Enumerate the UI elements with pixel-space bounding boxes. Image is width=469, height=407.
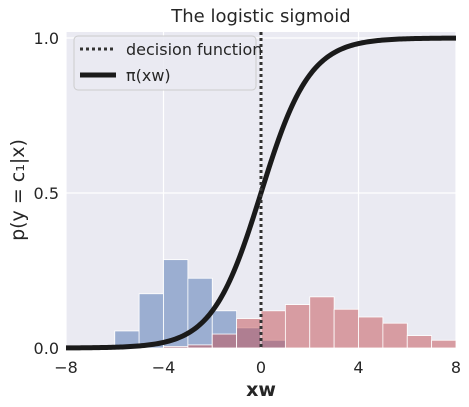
histogram-bar xyxy=(431,339,457,349)
sigmoid-curve xyxy=(65,35,457,351)
x-tick-label: 4 xyxy=(353,358,363,377)
x-tick-label: 8 xyxy=(451,358,461,377)
chart-title: The logistic sigmoid xyxy=(170,6,350,27)
y-tick-label: 0.5 xyxy=(34,184,59,203)
x-tick-label: −4 xyxy=(152,358,176,377)
y-axis-label-group: p(y = c₁|x) xyxy=(7,139,29,241)
y-tick-label: 0.0 xyxy=(34,339,59,358)
histogram-bar xyxy=(406,335,433,349)
histogram-bar xyxy=(284,304,311,349)
x-tick-label: 0 xyxy=(256,358,266,377)
histogram-bar xyxy=(163,346,189,349)
histogram-bar xyxy=(333,308,359,349)
legend-label: π(xw) xyxy=(126,66,171,85)
histogram-bar xyxy=(309,296,335,349)
histogram-bar xyxy=(236,318,262,349)
axes: −8 −4 0 4 8 0.0 0.5 1.0 xyxy=(34,29,462,377)
legend: decision function π(xw) xyxy=(73,35,262,91)
histogram-bar xyxy=(260,310,286,349)
histogram-bar xyxy=(211,333,238,349)
y-axis-label: p(y = c₁|x) xyxy=(7,139,29,241)
histograms xyxy=(114,259,457,349)
x-tick-label: −8 xyxy=(54,358,78,377)
histogram-bar xyxy=(382,322,408,349)
legend-box xyxy=(73,35,257,91)
legend-label: decision function xyxy=(126,40,262,59)
histogram-bar xyxy=(138,293,164,349)
histogram-bar xyxy=(187,344,213,349)
y-tick-label: 1.0 xyxy=(34,29,59,48)
lines xyxy=(65,32,457,351)
x-axis-label: xw xyxy=(246,379,276,401)
histogram-bar xyxy=(358,316,384,349)
